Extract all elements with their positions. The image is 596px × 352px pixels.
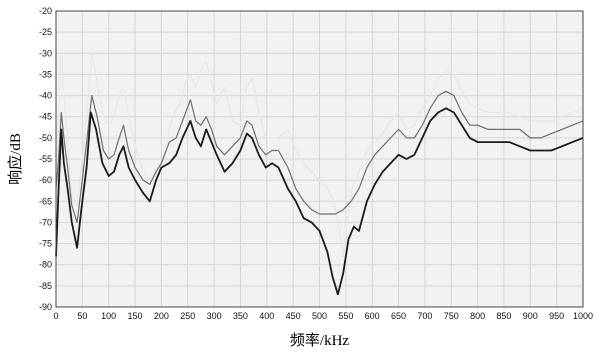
x-tick-label: 100 (101, 311, 116, 321)
plot-frame (55, 10, 584, 308)
y-tick-label: -60 (39, 175, 52, 185)
x-tick-label: 500 (312, 311, 327, 321)
y-tick-label: -20 (39, 6, 52, 16)
y-tick-label: -90 (39, 302, 52, 312)
x-tick-labels: 0 50 100 150 200 250 300 350 400 450 500 550 600 650 7… (53, 311, 593, 321)
x-tick-label: 400 (259, 311, 274, 321)
y-tick-labels: -20 -25 -30 -35 -40 -45 -50 -55 -60 -65 -70 -75 -80 -… (39, 6, 52, 312)
x-tick-label: 350 (233, 311, 248, 321)
y-tick-label: -40 (39, 91, 52, 101)
x-tick-label: 900 (523, 311, 538, 321)
y-tick-label: -75 (39, 239, 52, 249)
series-line-2 (55, 90, 584, 223)
y-tick-label: -65 (39, 196, 52, 206)
x-tick-label: 1000 (573, 311, 593, 321)
y-tick-label: -80 (39, 260, 52, 270)
x-axis-label: 频率/kHz (290, 332, 350, 349)
y-tick-label: -30 (39, 48, 52, 58)
x-tick-label: 800 (470, 311, 485, 321)
x-tick-label: 750 (444, 311, 459, 321)
y-tick-label: -35 (39, 69, 52, 79)
y-axis-label: 响应/dB (6, 133, 24, 185)
x-tick-label: 600 (365, 311, 380, 321)
x-tick-label: 0 (53, 311, 58, 321)
y-tick-label: -25 (39, 27, 52, 37)
series-layer (55, 48, 584, 296)
y-tick-label: -55 (39, 154, 52, 164)
x-tick-label: 150 (128, 311, 143, 321)
x-tick-label: 50 (77, 311, 87, 321)
y-tick-label: -50 (39, 133, 52, 143)
x-tick-label: 450 (286, 311, 301, 321)
x-tick-label: 950 (549, 311, 564, 321)
grid (55, 10, 584, 308)
x-tick-label: 700 (417, 311, 432, 321)
x-tick-label: 300 (207, 311, 222, 321)
y-tick-label: -70 (39, 217, 52, 227)
x-tick-label: 550 (338, 311, 353, 321)
x-tick-label: 250 (180, 311, 195, 321)
series-line-3 (55, 107, 584, 296)
x-tick-label: 850 (496, 311, 511, 321)
series-line-1 (55, 48, 584, 257)
x-tick-label: 200 (154, 311, 169, 321)
y-tick-label: -45 (39, 112, 52, 122)
y-tick-label: -85 (39, 281, 52, 291)
x-tick-label: 650 (391, 311, 406, 321)
